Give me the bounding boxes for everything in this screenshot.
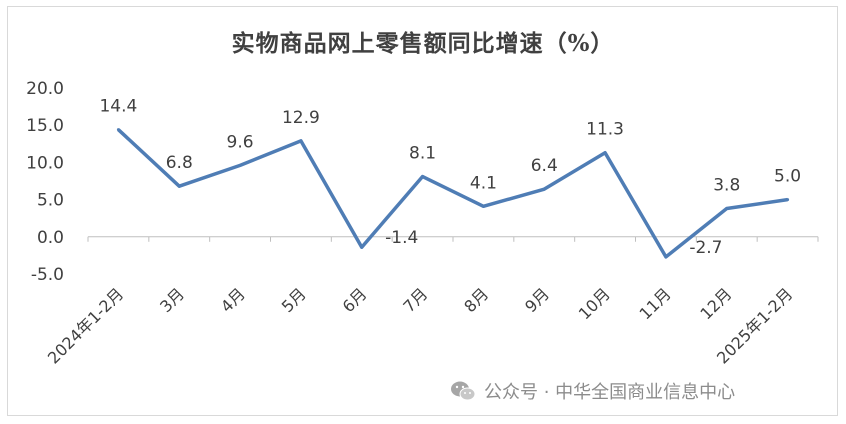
x-tick-label: 10月: [575, 284, 614, 323]
y-tick-label: 0.0: [37, 228, 64, 248]
data-point: [542, 187, 546, 191]
data-point: [603, 151, 607, 155]
data-label: -2.7: [689, 238, 722, 258]
y-tick-label: 10.0: [26, 153, 64, 173]
data-label: 12.9: [282, 108, 320, 128]
chart-frame: [7, 6, 838, 416]
data-point: [481, 204, 485, 208]
data-label: 4.1: [470, 173, 497, 193]
x-tick-label: 9月: [521, 284, 553, 316]
y-tick-label: 15.0: [26, 116, 64, 136]
data-label: 3.8: [713, 176, 740, 196]
data-label: 11.3: [586, 120, 624, 140]
x-tick-label: 2024年1-2月: [44, 284, 127, 367]
data-label: -1.4: [385, 228, 418, 248]
x-tick-label: 6月: [339, 284, 371, 316]
series-line: [117, 128, 788, 259]
data-label: 14.4: [99, 97, 137, 117]
x-tick-label: 5月: [278, 284, 310, 316]
x-tick-label: 12月: [696, 284, 735, 323]
data-point: [299, 139, 303, 143]
watermark: 公众号 · 中华全国商业信息中心: [450, 378, 735, 404]
data-label: 8.1: [409, 144, 436, 164]
data-point: [664, 255, 668, 259]
data-point: [238, 163, 242, 167]
x-tick-label: 7月: [399, 284, 431, 316]
data-point: [786, 198, 790, 202]
y-tick-label: 5.0: [37, 191, 64, 211]
data-label: 6.4: [531, 156, 558, 176]
y-tick-label: -5.0: [31, 265, 64, 285]
x-tick-label: 4月: [217, 284, 249, 316]
data-point: [360, 245, 364, 249]
x-tick-label: 11月: [636, 284, 675, 323]
data-point: [177, 184, 181, 188]
y-tick-label: 20.0: [26, 79, 64, 99]
x-tick-label: 3月: [156, 284, 188, 316]
wechat-icon: [450, 380, 476, 402]
watermark-text: 公众号 · 中华全国商业信息中心: [484, 382, 736, 403]
data-label: 9.6: [227, 132, 254, 152]
data-point: [116, 128, 120, 132]
data-point: [725, 207, 729, 211]
data-point: [421, 175, 425, 179]
chart-title: 实物商品网上零售额同比增速（%）: [231, 30, 615, 57]
data-label: 5.0: [774, 167, 801, 187]
x-tick-label: 8月: [460, 284, 492, 316]
data-label: 6.8: [166, 153, 193, 173]
